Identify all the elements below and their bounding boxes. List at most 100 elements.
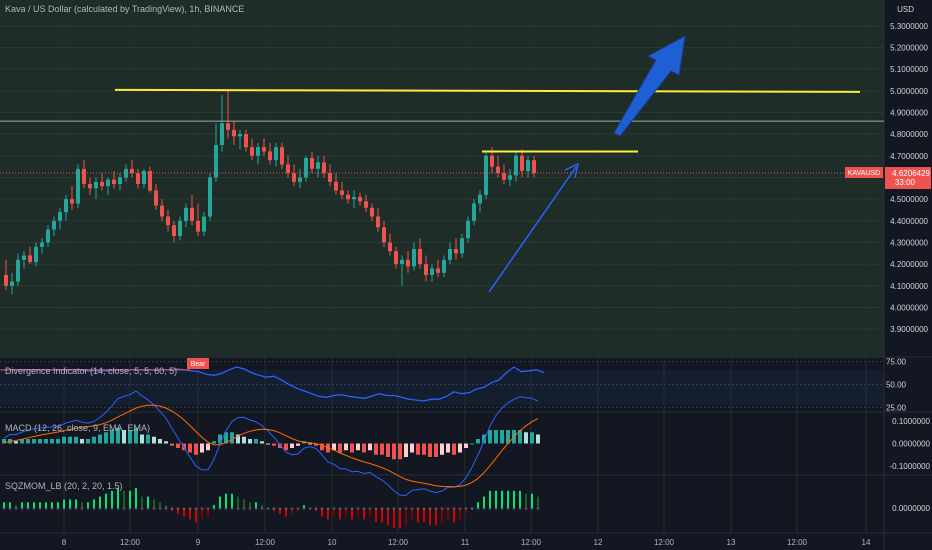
sqzmom-bar (189, 508, 191, 520)
macd-bar (236, 434, 240, 444)
macd-bar (158, 439, 162, 444)
sqzmom-dot: + (80, 506, 84, 513)
sqzmom-dot: + (386, 506, 390, 513)
price-tick: 4.5000000 (890, 195, 928, 204)
candle-body (484, 155, 488, 195)
candle-body (448, 249, 452, 260)
candle-body (340, 190, 344, 195)
sqzmom-bar (165, 505, 167, 508)
sqzmom-bar (465, 508, 467, 514)
divergence-tick: 75.00 (886, 358, 907, 367)
sqzmom-dot: + (506, 506, 510, 513)
candle-body (520, 155, 524, 171)
main-pane-bg (0, 0, 884, 357)
sqzmom-bar (255, 502, 257, 508)
sqzmom-bar (507, 490, 509, 508)
candle-body (334, 181, 338, 191)
candle-body (502, 173, 506, 180)
sqzmom-bar (105, 493, 107, 508)
sqzmom-title: SQZMOM_LB (20, 2, 20, 1.5) (5, 481, 123, 491)
macd-bar (392, 443, 396, 460)
candle-body (292, 173, 296, 182)
sqzmom-dot: + (332, 506, 336, 513)
sqzmom-bar (339, 508, 341, 520)
macd-bar (464, 443, 468, 448)
candle-body (10, 281, 14, 286)
sqzmom-bar (321, 508, 323, 517)
macd-bar (62, 436, 66, 444)
macd-bar (212, 441, 216, 444)
sqzmom-dot: + (218, 506, 222, 513)
sqzmom-bar (399, 508, 401, 529)
sqzmom-bar (87, 502, 89, 508)
sqzmom-dot: + (152, 506, 156, 513)
sqzmom-bar (525, 493, 527, 508)
sqzmom-bar (441, 508, 443, 523)
drawings-group (0, 35, 884, 293)
sqzmom-pane-bg (0, 475, 884, 533)
sqzmom-bar (111, 490, 113, 508)
candle-body (22, 255, 26, 260)
macd-bar (200, 443, 204, 453)
sqzmom-bar (99, 496, 101, 508)
sqzmom-bar (39, 502, 41, 508)
candle-body (40, 242, 44, 247)
sqzmom-dot: + (242, 506, 246, 513)
candle-body (310, 158, 314, 169)
macd-bar (230, 432, 234, 444)
macd-bar (140, 434, 144, 444)
sqzmom-dot: + (62, 506, 66, 513)
macd-bar (104, 432, 108, 444)
sqzmom-dot: + (200, 506, 204, 513)
sqzmom-bar (375, 508, 377, 523)
macd-bar (134, 427, 138, 444)
candle-body (514, 155, 518, 176)
candle-body (16, 259, 20, 282)
sqzmom-dot: + (98, 506, 102, 513)
sqzmom-bar (363, 508, 365, 520)
macd-bar (488, 430, 492, 444)
candle-body (400, 259, 404, 265)
macd-bar (398, 443, 402, 460)
sqzmom-dot: + (266, 506, 270, 513)
macd-bar (278, 443, 282, 448)
time-tick: 14 (862, 538, 871, 547)
macd-bar (308, 443, 312, 445)
macd-bar (536, 434, 540, 444)
candle-body (148, 171, 152, 191)
candle-body (418, 249, 422, 265)
sqzmom-bar (81, 502, 83, 508)
trend-arrow-line (488, 166, 577, 293)
macd-bar (38, 439, 42, 444)
sqzmom-bar (27, 502, 29, 508)
sqzmom-bar (231, 493, 233, 508)
macd-bar (428, 443, 432, 457)
candle-body (328, 173, 332, 182)
price-tick: 5.1000000 (890, 65, 928, 74)
candle-body (430, 268, 434, 275)
sqzmom-dot: + (140, 506, 144, 513)
candle-body (508, 175, 512, 180)
sqzmom-dot: + (488, 506, 492, 513)
sqzmom-bar (177, 508, 179, 514)
candle-body (526, 160, 530, 171)
price-tick: 4.3000000 (890, 239, 928, 248)
sqzmom-bar (297, 508, 299, 511)
sqzmom-dot: + (122, 506, 126, 513)
sqzmom-bar (21, 502, 23, 508)
candle-body (196, 220, 200, 232)
sqzmom-dot: + (290, 506, 294, 513)
macd-bar (128, 430, 132, 444)
sqzmom-dot: + (230, 506, 234, 513)
price-tick: 5.0000000 (890, 87, 928, 96)
macd-bar (284, 443, 288, 451)
time-tick: 9 (196, 538, 201, 547)
sqzmom-bar (195, 508, 197, 523)
sqzmom-dot: + (50, 506, 54, 513)
sqzmom-dot: + (206, 506, 210, 513)
sqzmom-dot: + (392, 506, 396, 513)
sqzmom-bar (309, 508, 311, 509)
candle-body (52, 220, 56, 230)
macd-bar (146, 434, 150, 444)
